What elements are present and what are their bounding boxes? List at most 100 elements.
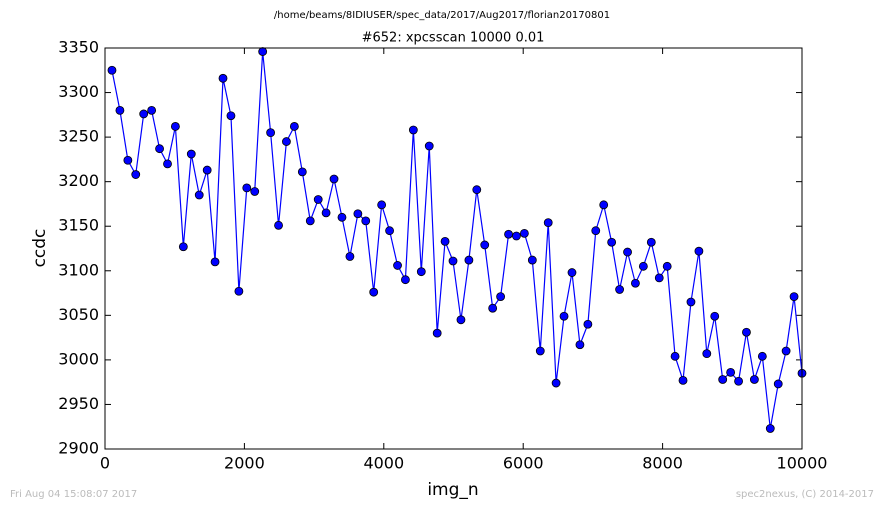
marker: [178, 242, 188, 252]
marker: [313, 195, 323, 204]
marker: [686, 297, 696, 307]
y-tick-label: 3050: [58, 305, 99, 324]
marker: [702, 349, 712, 359]
y-tick-label: 3000: [58, 349, 99, 368]
marker: [115, 105, 125, 115]
y-tick-label: 2950: [58, 394, 99, 413]
marker: [258, 47, 268, 56]
marker: [408, 125, 418, 135]
marker: [385, 226, 394, 236]
marker: [472, 185, 482, 195]
marker: [131, 170, 141, 179]
marker: [734, 376, 743, 386]
marker: [440, 236, 450, 246]
marker: [456, 315, 466, 325]
marker: [623, 247, 632, 257]
marker: [416, 267, 426, 277]
marker: [789, 292, 799, 302]
marker: [170, 122, 180, 131]
marker: [155, 144, 164, 154]
footer-left: Fri Aug 04 15:08:07 2017: [10, 489, 137, 500]
marker: [742, 327, 751, 337]
plot-frame: [104, 47, 803, 450]
y-tick-label: 3300: [58, 82, 99, 101]
marker: [535, 346, 545, 356]
marker: [670, 351, 680, 361]
y-tick-label: 3200: [58, 171, 99, 190]
marker: [147, 105, 157, 115]
marker: [448, 256, 458, 266]
y-axis-label: ccdc: [30, 229, 50, 268]
x-axis-label: img_n: [427, 480, 478, 500]
marker: [369, 287, 379, 297]
marker: [773, 379, 783, 389]
y-tick-label: 2900: [58, 439, 99, 458]
marker: [274, 220, 283, 230]
marker: [210, 257, 220, 267]
marker: [527, 255, 537, 265]
marker: [329, 174, 339, 184]
marker: [353, 209, 363, 219]
y-tick-label: 3250: [58, 127, 99, 146]
marker: [202, 165, 212, 175]
marker: [242, 183, 252, 193]
marker: [638, 261, 648, 271]
marker: [607, 237, 617, 247]
x-tick-label: 2000: [224, 454, 265, 473]
marker: [282, 137, 291, 146]
marker: [321, 208, 331, 218]
marker: [583, 319, 593, 329]
marker: [337, 212, 347, 222]
marker: [591, 226, 601, 236]
chart-title: #652: xpcsscan 10000 0.01: [362, 31, 545, 46]
marker: [186, 149, 196, 159]
marker: [123, 155, 133, 165]
marker: [575, 340, 585, 350]
series-line: [111, 51, 802, 429]
marker: [464, 255, 474, 265]
marker: [424, 141, 434, 151]
marker: [234, 286, 244, 296]
marker: [519, 228, 529, 238]
marker: [662, 261, 672, 271]
y-tick-label: 3350: [58, 38, 99, 57]
marker: [194, 190, 204, 200]
x-tick-label: 10000: [777, 454, 828, 473]
marker: [559, 311, 569, 321]
marker: [432, 328, 442, 338]
marker: [393, 261, 402, 270]
marker: [631, 278, 640, 288]
marker: [139, 109, 149, 119]
marker: [678, 375, 688, 385]
marker: [345, 252, 355, 261]
marker: [163, 159, 172, 169]
marker: [551, 378, 561, 388]
marker: [377, 200, 387, 210]
marker: [496, 292, 506, 302]
marker: [107, 65, 117, 75]
marker: [289, 122, 299, 131]
marker: [726, 367, 736, 377]
suptitle: /home/beams/8IDIUSER/spec_data/2017/Aug2…: [274, 10, 610, 21]
marker: [361, 216, 371, 226]
footer-right: spec2nexus, (C) 2014-2017: [736, 489, 874, 500]
marker: [250, 187, 260, 196]
marker: [226, 111, 236, 121]
marker: [504, 229, 513, 239]
marker: [694, 246, 704, 256]
marker: [718, 375, 728, 384]
marker: [615, 285, 624, 294]
x-tick-label: 0: [100, 454, 110, 473]
y-tick-label: 3150: [58, 216, 99, 235]
marker: [512, 231, 521, 241]
marker: [266, 128, 276, 138]
marker: [757, 351, 767, 361]
marker: [488, 303, 498, 313]
marker: [567, 268, 577, 277]
marker: [749, 375, 759, 384]
x-tick-label: 4000: [363, 454, 404, 473]
y-tick-label: 3100: [58, 260, 99, 279]
x-tick-label: 8000: [642, 454, 683, 473]
marker: [599, 200, 609, 210]
